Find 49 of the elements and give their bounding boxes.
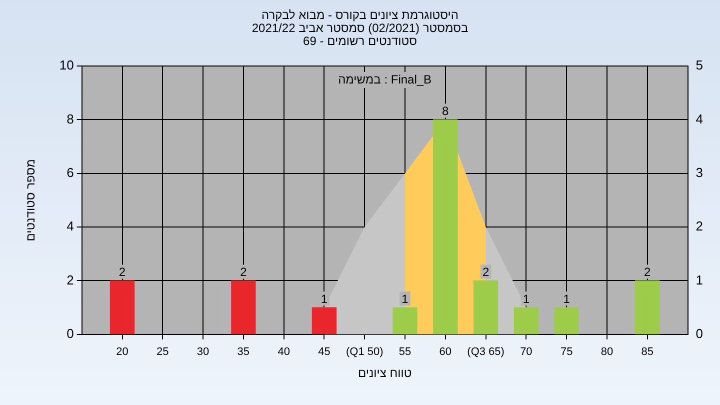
x-tick-label: 20	[116, 346, 128, 358]
bar	[433, 119, 458, 334]
y2-tick-label: 5	[696, 58, 704, 73]
data-label: 8	[442, 104, 450, 118]
bar	[231, 280, 256, 334]
bar	[392, 307, 418, 334]
x-tick-label: 85	[641, 346, 654, 358]
y-tick-label: 4	[66, 218, 74, 234]
data-label: 2	[644, 265, 652, 280]
bar	[312, 307, 337, 334]
y-tick-label: 8	[66, 111, 74, 126]
chart-title: היסטוגרמת ציונים בקורס - מבוא לבקרה	[260, 8, 460, 22]
y-tick-label: 10	[59, 58, 74, 73]
bar	[635, 280, 660, 334]
data-label: 2	[482, 265, 490, 280]
x-tick-label: (Q3 65)	[467, 346, 504, 358]
y2-tick-label: 3	[696, 164, 704, 180]
bar	[473, 280, 498, 334]
bar	[514, 307, 539, 334]
y-tick-label: 0	[66, 326, 74, 341]
y-tick-label: 6	[66, 164, 74, 180]
x-tick-label: 75	[560, 346, 573, 358]
data-label: 1	[320, 292, 328, 306]
y2-tick-label: 4	[696, 111, 704, 126]
data-label: 2	[240, 265, 248, 280]
x-axis-title: טווח ציונים	[358, 366, 412, 380]
data-label: 1	[522, 292, 530, 306]
data-label: 2	[118, 265, 126, 280]
bar	[554, 307, 579, 334]
x-tick-label: 80	[600, 346, 614, 358]
annotation: במשימה : Final_B	[338, 72, 432, 86]
data-label: 1	[563, 292, 570, 306]
data-label: 1	[402, 292, 409, 306]
x-tick-label: 35	[237, 346, 250, 358]
x-tick-label: 55	[398, 346, 412, 358]
x-tick-label: 70	[520, 346, 532, 358]
chart-subtitle: בסמסטר (02/2021) סמסטר אביב 2021/22 סטודנטים רשומים - 69	[250, 21, 470, 48]
y2-tick-label: 1	[696, 272, 704, 288]
y2-tick-label: 0	[696, 326, 704, 341]
y2-tick-label: 2	[696, 218, 704, 234]
x-tick-label: 40	[278, 346, 290, 358]
bar	[110, 280, 135, 334]
x-tick-label: (Q1 50)	[346, 346, 384, 358]
y-axis-title: מספר סטודנטים	[24, 159, 38, 242]
x-tick-label: 30	[196, 346, 210, 358]
x-tick-label: 45	[318, 346, 330, 358]
x-tick-label: 25	[156, 346, 169, 358]
x-tick-label: 60	[439, 346, 452, 358]
y-tick-label: 2	[66, 272, 74, 288]
